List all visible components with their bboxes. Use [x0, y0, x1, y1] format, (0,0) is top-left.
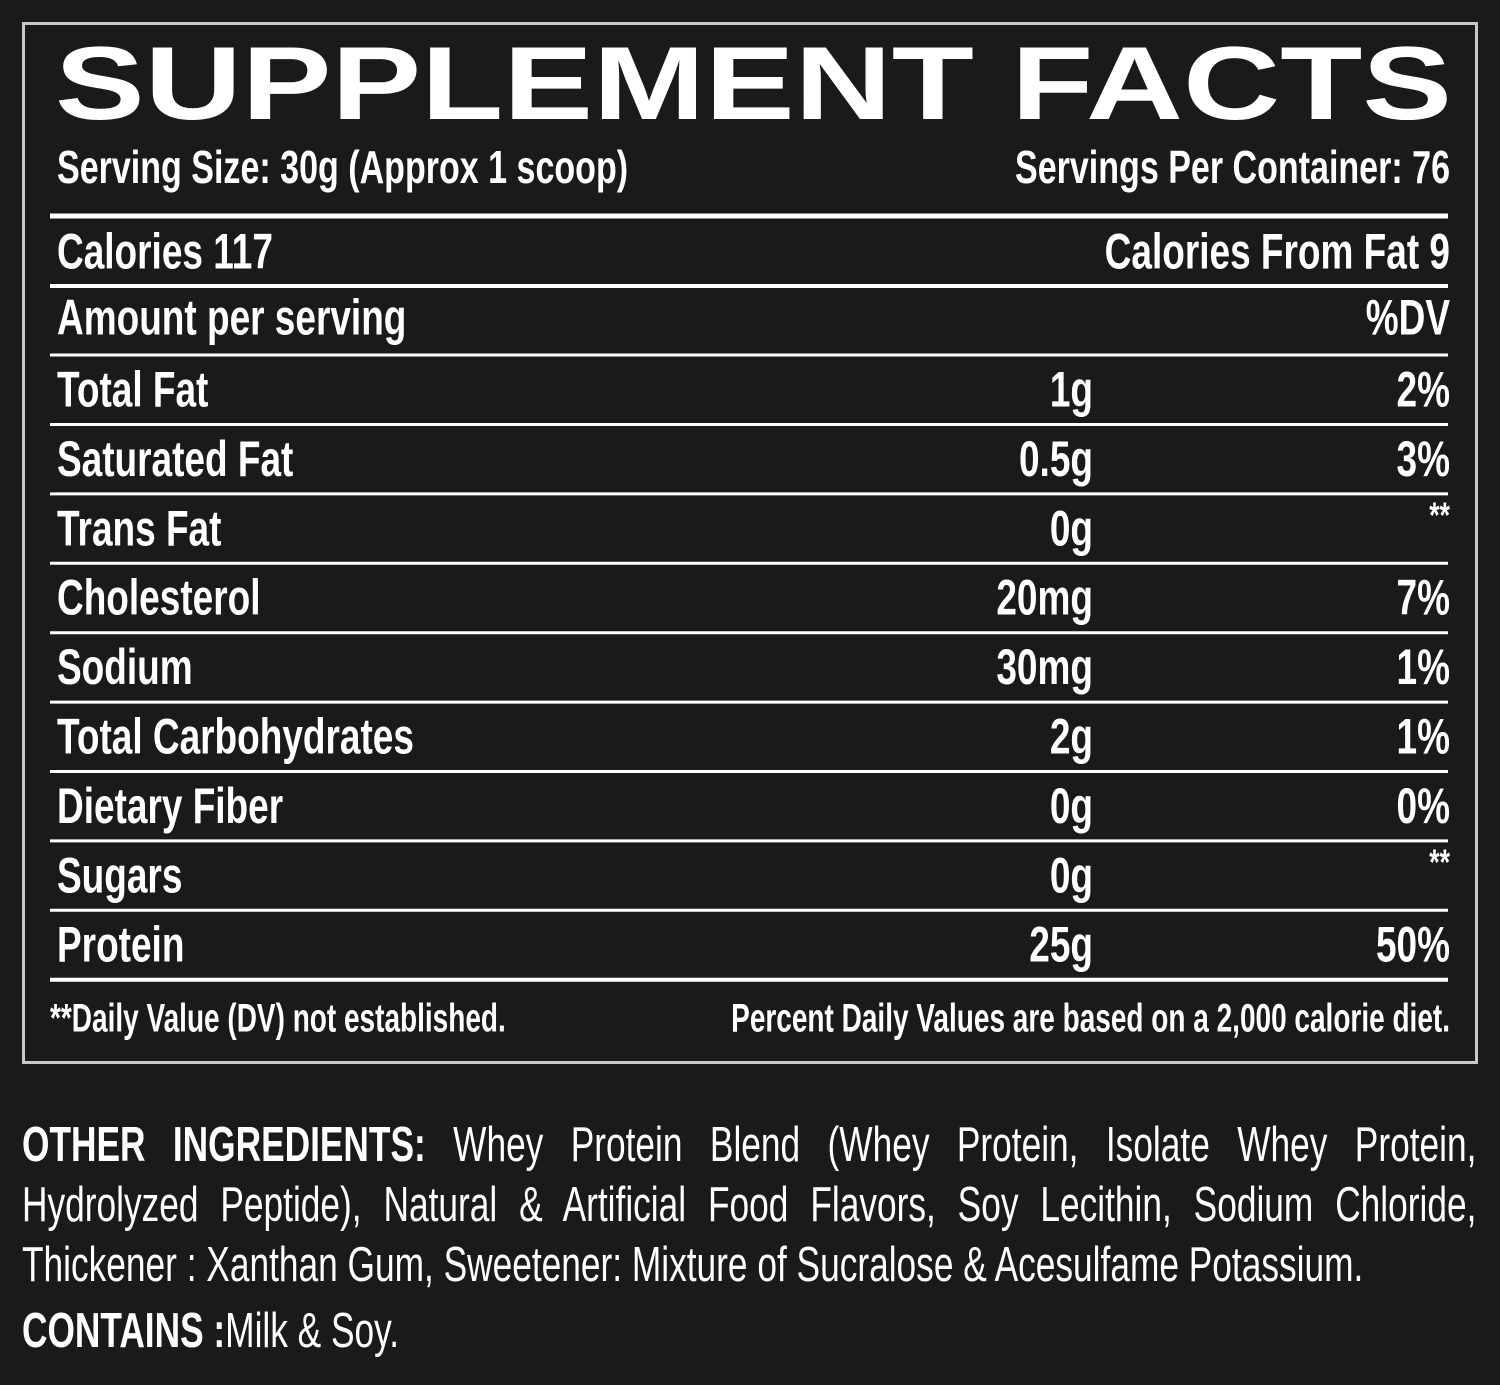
nutrient-amount: 30mg	[996, 640, 1093, 696]
nutrient-amount: 0g	[1050, 779, 1093, 835]
nutrient-name: Sugars	[57, 848, 182, 904]
contains: CONTAINS :Milk & Soy.	[22, 1301, 1476, 1361]
serving-size: Serving Size: 30g (Approx 1 scoop)	[57, 141, 628, 193]
nutrient-dv: 3%	[1397, 432, 1450, 488]
nutrient-name: Cholesterol	[57, 570, 260, 626]
nutrient-amount: 0g	[1050, 501, 1093, 557]
nutrient-name: Trans Fat	[57, 501, 222, 557]
nutrient-name: Protein	[57, 917, 184, 973]
nutrient-dv: 2%	[1397, 362, 1450, 418]
nutrient-dv: 7%	[1397, 570, 1450, 626]
nutrient-amount: 1g	[1050, 362, 1093, 418]
nutrient-amount: 0g	[1050, 848, 1093, 904]
nutrient-amount: 20mg	[996, 570, 1093, 626]
servings-per-container: Servings Per Container: 76	[1015, 141, 1450, 193]
ingredients-text: Whey Protein Blend (Whey Protein, Isolat…	[22, 1118, 1477, 1292]
contains-text: Milk & Soy.	[225, 1304, 399, 1358]
ingredients: OTHER INGREDIENTS: Whey Protein Blend (W…	[22, 1115, 1476, 1295]
nutrient-name: Total Fat	[57, 362, 209, 418]
nutrient-name: Dietary Fiber	[57, 779, 283, 835]
nutrient-amount: 25g	[1029, 917, 1093, 973]
nutrient-amount: 2g	[1050, 709, 1093, 765]
nutrient-name: Total Carbohydrates	[57, 709, 414, 765]
ingredients-label: OTHER INGREDIENTS:	[22, 1118, 426, 1172]
header-cell: Amount per serving	[57, 290, 406, 346]
footnote: Percent Daily Values are based on a 2,00…	[731, 997, 1450, 1041]
contains-label: CONTAINS :	[22, 1304, 226, 1358]
ingredients-block: OTHER INGREDIENTS: Whey Protein Blend (W…	[22, 1115, 1476, 1361]
panel-border	[22, 22, 1478, 1064]
footnote: **Daily Value (DV) not established.	[50, 997, 506, 1041]
nutrient-dv: 1%	[1397, 709, 1450, 765]
calories: Calories 117	[57, 224, 273, 280]
nutrient-dv: **	[1429, 494, 1450, 535]
nutrient-name: Saturated Fat	[57, 432, 294, 488]
nutrient-amount: 0.5g	[1019, 432, 1093, 488]
nutrient-dv: **	[1429, 841, 1450, 882]
title: SUPPLEMENT FACTS	[55, 26, 1452, 142]
nutrient-dv: 0%	[1397, 779, 1450, 835]
nutrient-name: Sodium	[57, 640, 193, 696]
nutrient-dv: 1%	[1397, 640, 1450, 696]
nutrient-dv: 50%	[1376, 917, 1450, 973]
header-cell: %DV	[1366, 290, 1451, 346]
calories-from-fat: Calories From Fat 9	[1105, 224, 1450, 280]
